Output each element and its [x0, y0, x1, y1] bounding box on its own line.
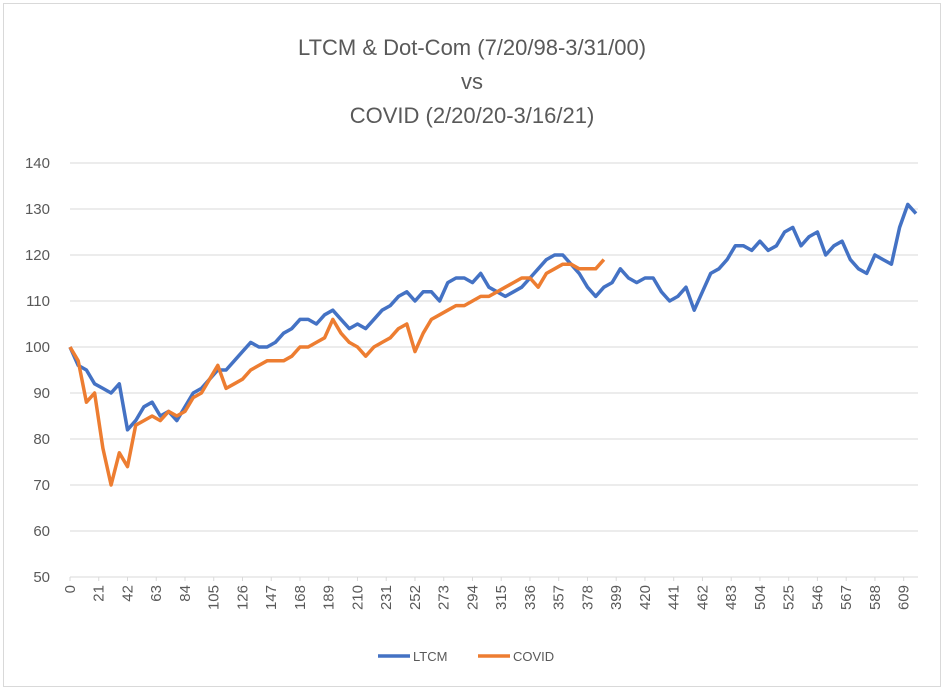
y-tick-label: 60: [33, 523, 50, 540]
x-tick-label: 105: [206, 585, 223, 610]
y-tick-label: 50: [33, 569, 50, 586]
x-tick-label: 462: [694, 585, 711, 610]
chart-title: LTCM & Dot-Com (7/20/98-3/31/00): [298, 35, 646, 60]
x-tick-label: 567: [838, 585, 855, 610]
x-tick-label: 609: [896, 585, 913, 610]
x-tick-label: 147: [263, 585, 280, 610]
y-tick-label: 140: [25, 155, 50, 172]
x-tick-label: 294: [464, 585, 481, 610]
x-tick-label: 84: [177, 585, 194, 602]
x-tick-label: 315: [493, 585, 510, 610]
y-tick-label: 90: [33, 385, 50, 402]
x-tick-label: 588: [867, 585, 884, 610]
x-tick-label: 399: [608, 585, 625, 610]
x-tick-label: 357: [551, 585, 568, 610]
x-tick-label: 441: [666, 585, 683, 610]
x-tick-label: 63: [148, 585, 165, 602]
y-tick-label: 70: [33, 477, 50, 494]
y-tick-label: 120: [25, 247, 50, 264]
chart-title: vs: [461, 69, 483, 94]
legend-label: COVID: [513, 649, 554, 664]
y-tick-label: 80: [33, 431, 50, 448]
y-tick-label: 110: [26, 293, 50, 310]
chart-border: [3, 3, 941, 687]
x-tick-label: 189: [321, 585, 338, 610]
x-tick-label: 231: [378, 585, 395, 610]
series-line: [68, 258, 606, 487]
x-tick-label: 483: [723, 585, 740, 610]
x-tick-label: 126: [234, 585, 251, 610]
y-tick-label: 100: [25, 339, 50, 356]
x-tick-label: 168: [292, 585, 309, 610]
legend-label: LTCM: [413, 649, 447, 664]
x-tick-label: 336: [522, 585, 539, 610]
x-tick-label: 42: [119, 585, 136, 602]
y-tick-label: 130: [25, 201, 50, 218]
x-tick-label: 0: [62, 585, 79, 593]
x-tick-label: 252: [407, 585, 424, 610]
x-tick-label: 504: [752, 585, 769, 610]
x-tick-label: 273: [436, 585, 453, 610]
x-tick-label: 525: [781, 585, 798, 610]
x-tick-label: 378: [579, 585, 596, 610]
x-tick-label: 420: [637, 585, 654, 610]
chart-title: COVID (2/20/20-3/16/21): [350, 103, 595, 128]
x-tick-label: 546: [809, 585, 826, 610]
x-tick-label: 21: [91, 585, 108, 602]
x-tick-label: 210: [349, 585, 366, 610]
